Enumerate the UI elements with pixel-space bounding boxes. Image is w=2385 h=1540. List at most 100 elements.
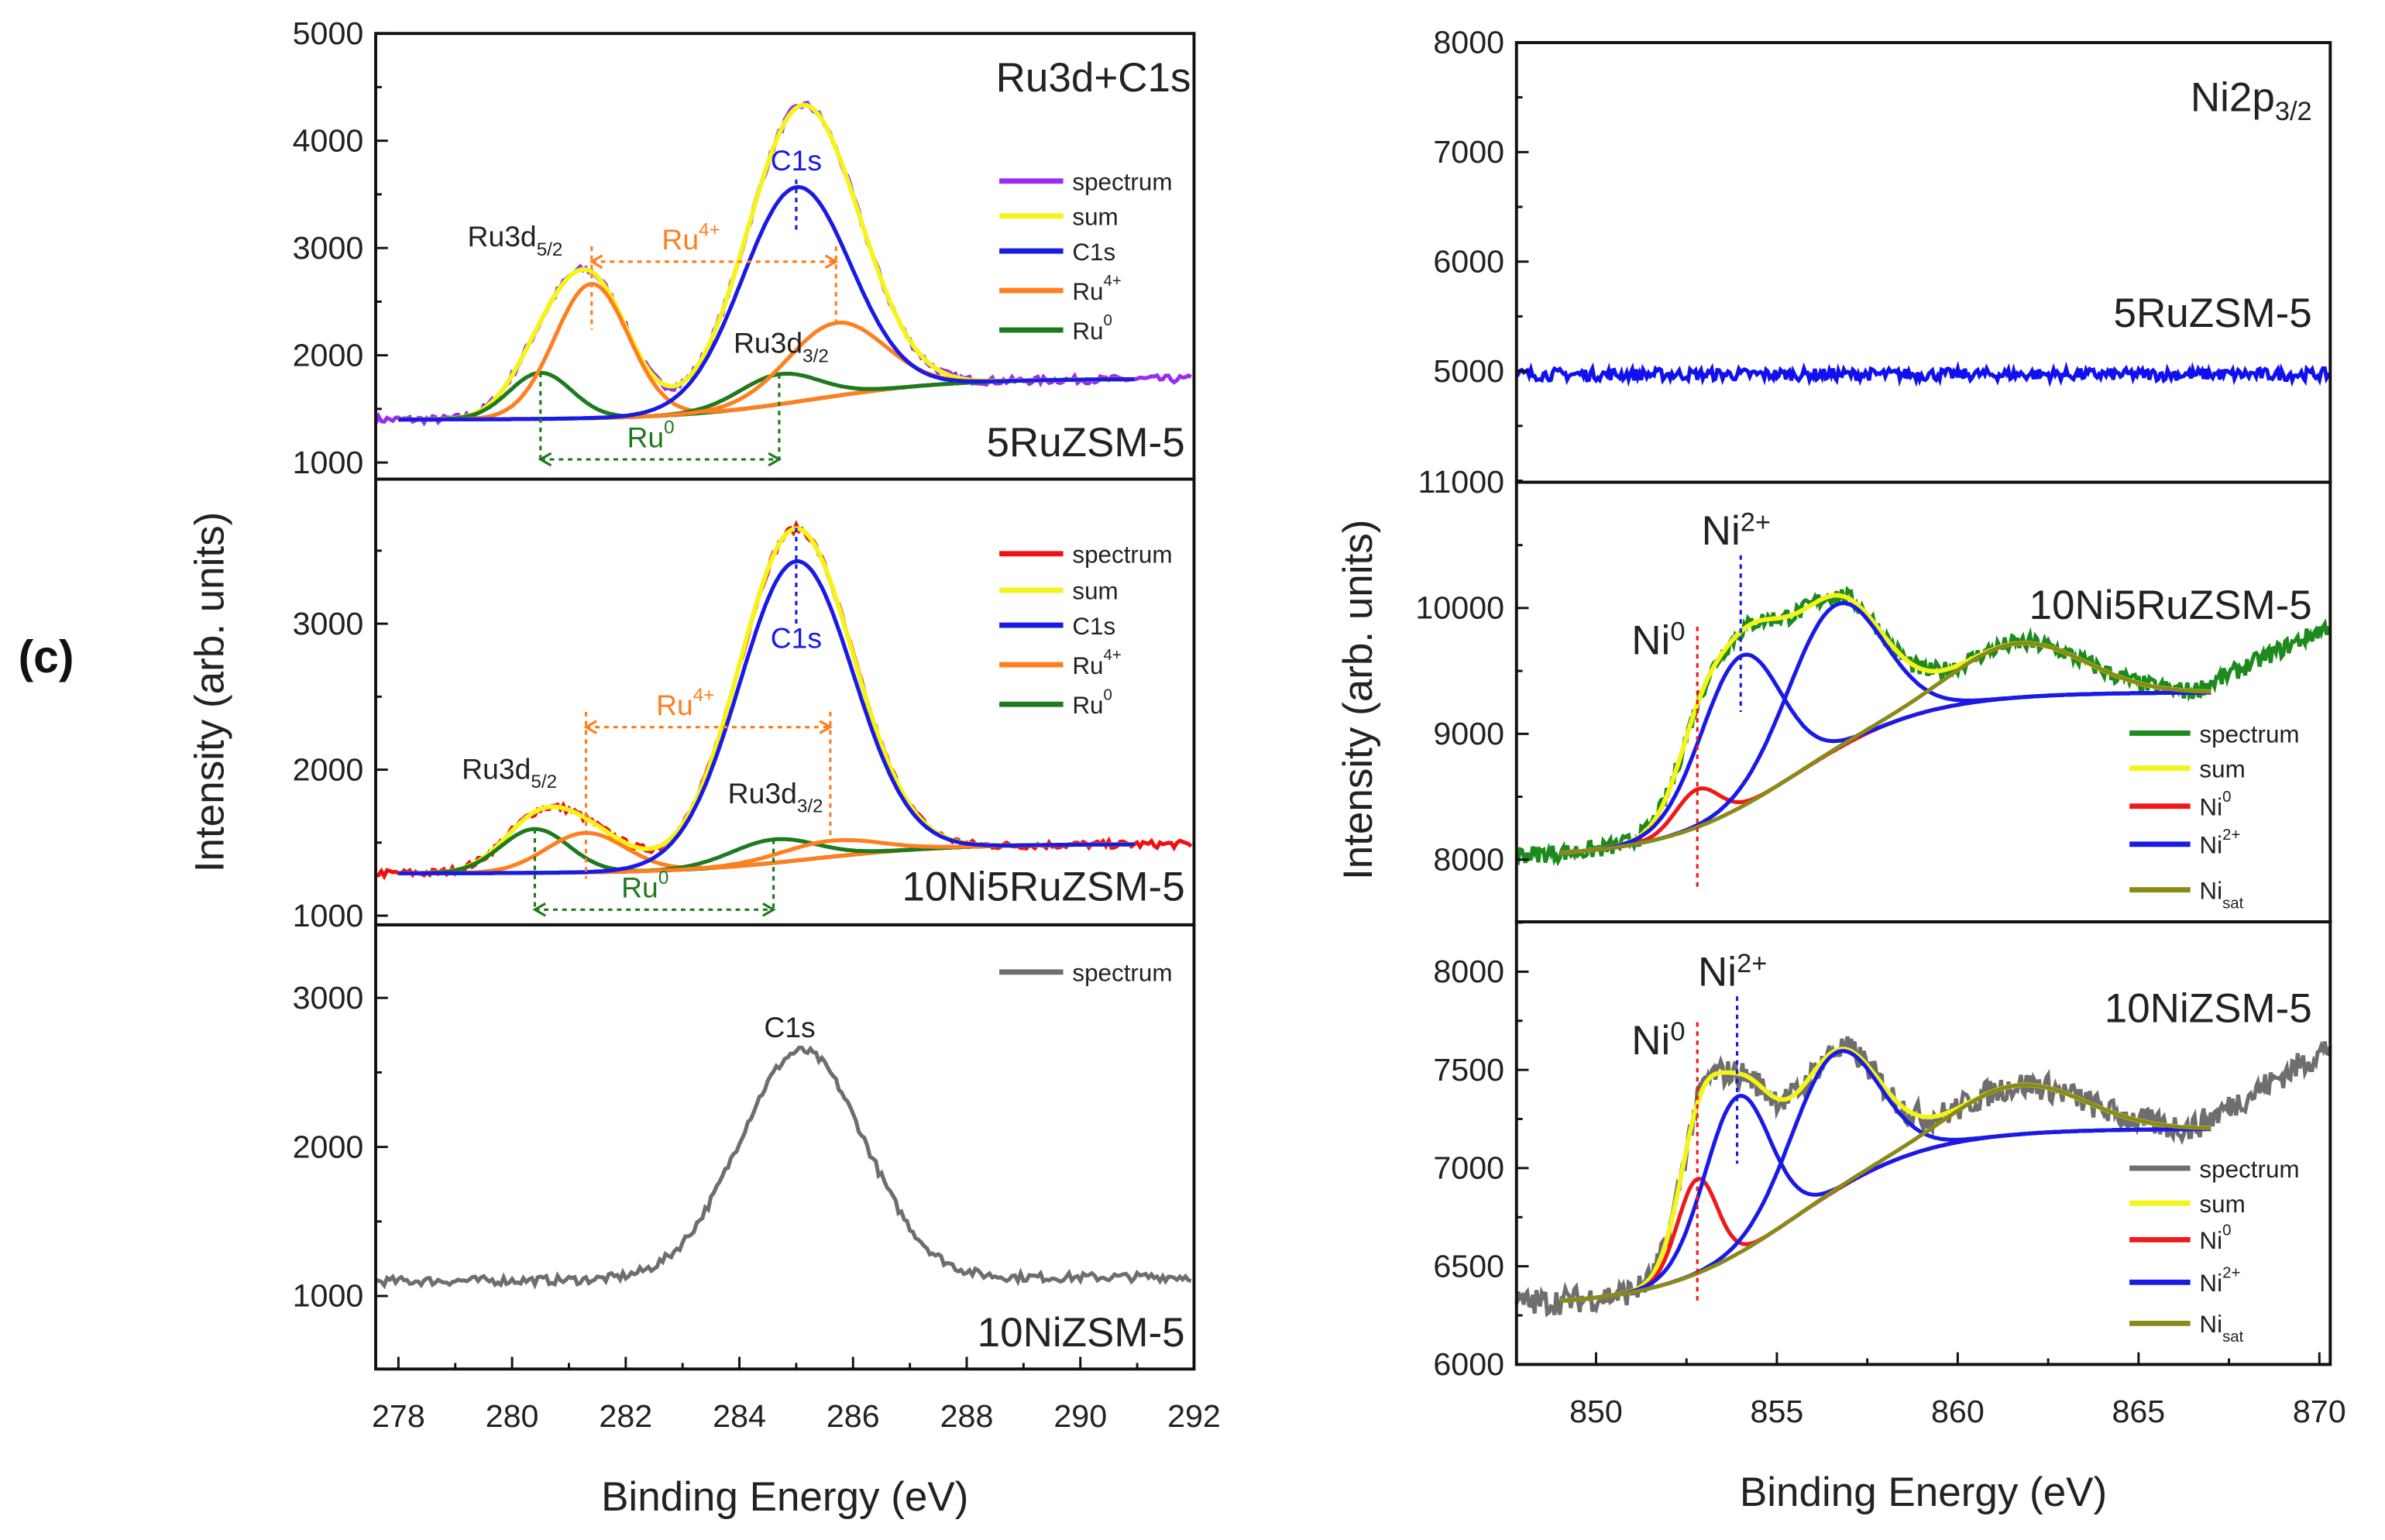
panel-10NiZSM-5-right: 6000 6500 7000 7500 8000 850 855 860 865 870 Bindi…: [1433, 920, 2346, 1515]
superscript: 0: [2222, 789, 2231, 806]
y-tick-label: 3000: [293, 606, 364, 641]
x-tick-label: 284: [713, 1398, 766, 1434]
superscript: 0: [2222, 1222, 2231, 1239]
arrow-head: [589, 254, 839, 269]
y-tick-label: 2000: [293, 1129, 364, 1164]
label-text: Ni: [2199, 1311, 2222, 1338]
annotation-ru0: Ru0: [627, 418, 674, 454]
legend-entry: Nisat: [2199, 878, 2243, 913]
legend-entry: spectrum: [2199, 720, 2299, 748]
y-tick-label: 7000: [1433, 134, 1504, 170]
y-tick-label: 11000: [1418, 464, 1504, 500]
panel-10NiZSM-5-left: 1000 2000 3000 278 280 282 284 286 288 290 292 Bind…: [293, 923, 1221, 1520]
panel-title: Ni2p3/2: [2191, 74, 2312, 126]
legend-entry: Ru0: [1072, 312, 1112, 345]
label-text: Ru: [656, 689, 693, 721]
y-tick-label: 8000: [1433, 841, 1504, 877]
label-text: Ru3d: [734, 327, 802, 359]
y-tick-label: 8000: [1433, 954, 1504, 989]
legend-entry: Ru0: [1072, 686, 1112, 719]
sample-label: 10NiZSM-5: [978, 1310, 1185, 1356]
y-tick-label: 5000: [1433, 353, 1504, 389]
x-tick-label: 860: [1931, 1394, 1985, 1429]
y-tick-label: 6000: [1433, 1346, 1504, 1382]
y-tick-label: 1000: [293, 1278, 364, 1314]
superscript: 2+: [2222, 1264, 2240, 1281]
superscript: 0: [1670, 1017, 1685, 1047]
x-tick-label: 288: [940, 1398, 994, 1434]
superscript: 0: [664, 418, 675, 438]
panel-5RuZSM-5-left: 1000 2000 3000 4000 5000 Intensity (arb. unit…: [187, 15, 1196, 872]
superscript: 2+: [2222, 827, 2240, 844]
annotation-ru4: Ru4+: [656, 685, 714, 721]
annotation-ni0: Ni0: [1631, 1017, 1685, 1064]
legend-entry: Ni0: [2199, 789, 2231, 821]
label-text: C1s: [764, 1011, 815, 1043]
label-text: spectrum: [1072, 960, 1172, 987]
annotation-ru3d32: Ru3d3/2: [728, 777, 823, 817]
sample-label: 5RuZSM-5: [2114, 290, 2312, 336]
superscript: 2+: [1737, 949, 1767, 978]
label-text: Ru3d: [462, 752, 531, 785]
sample-label: 10Ni5RuZSM-5: [2029, 583, 2312, 628]
component-C1s-line: [398, 184, 1135, 422]
component-Nisat-line: [1559, 641, 2211, 855]
y-tick-label: 5000: [293, 15, 364, 51]
legend-entry: sum: [2199, 1191, 2245, 1218]
spectrum-line: [375, 1045, 1192, 1290]
annotation-ru3d52: Ru3d5/2: [462, 752, 557, 792]
annotation-ni0: Ni0: [1631, 617, 1685, 664]
label-text: Ni: [2199, 878, 2222, 905]
label-text: sum: [1072, 204, 1118, 231]
label-text: C1s: [771, 144, 822, 177]
superscript: 0: [1104, 686, 1112, 703]
subscript: 5/2: [537, 239, 563, 260]
label-text: Ni: [1698, 949, 1737, 995]
annotation-ni2: Ni2+: [1702, 507, 1771, 554]
annotation-c1s: C1s: [764, 1011, 815, 1043]
legend-entry: Ni0: [2199, 1222, 2231, 1254]
label-text: Ni: [2199, 1227, 2222, 1254]
x-axis-label: Binding Energy (eV): [1740, 1470, 2107, 1515]
label-text: Ni: [1631, 617, 1670, 663]
label-text: Ni2p: [2191, 74, 2275, 120]
y-tick-label: 6000: [1433, 243, 1504, 279]
legend-entry: Ni2+: [2199, 1264, 2240, 1297]
sample-label: 10NiZSM-5: [2105, 986, 2312, 1032]
label-text: spectrum: [2199, 1156, 2299, 1183]
legend-entry: Ru4+: [1072, 273, 1121, 305]
spectrum-line: [1514, 360, 2332, 387]
panel-10Ni5RuZSM-5-right: 8000 9000 10000 11000 10Ni5RuZSM-5 spectrum su…: [1415, 464, 2332, 923]
x-tick-label: 282: [599, 1398, 652, 1434]
x-tick-label: 292: [1167, 1398, 1221, 1434]
subscript: 3/2: [2275, 97, 2312, 126]
superscript: 0: [1670, 617, 1685, 647]
sum-line: [1559, 1047, 2211, 1304]
label-text: Ru: [1072, 278, 1103, 305]
label-text: Ru: [1072, 652, 1103, 679]
legend-entry: spectrum: [2199, 1156, 2299, 1183]
legend-entry: spectrum: [1072, 168, 1172, 195]
label-text: Ru: [1072, 318, 1103, 345]
x-tick-label: 865: [2112, 1394, 2165, 1429]
label-text: spectrum: [2199, 720, 2299, 748]
label-text: C1s: [1072, 613, 1115, 640]
label-text: Ru3d: [728, 777, 797, 810]
label-text: C1s: [771, 622, 822, 655]
figure-label: (c): [19, 632, 74, 682]
annotation-ru4: Ru4+: [662, 219, 720, 256]
label-text: spectrum: [1072, 168, 1172, 195]
arrow-head: [532, 902, 776, 917]
y-axis-label: Intensity (arb. units): [187, 512, 233, 872]
y-tick-label: 6500: [1433, 1248, 1504, 1284]
y-tick-label: 8000: [1433, 25, 1504, 60]
superscript: 4+: [693, 685, 715, 706]
label-text: Ru: [621, 871, 658, 904]
annotation-c1s: C1s: [771, 622, 822, 655]
legend-entry: sum: [2199, 755, 2245, 782]
y-tick-label: 3000: [293, 980, 364, 1016]
y-axis-label: Intensity (arb. units): [1335, 520, 1381, 880]
label-text: Ni: [1631, 1018, 1670, 1064]
y-tick-label: 2000: [293, 337, 364, 373]
label-text: Ru3d+C1s: [996, 55, 1191, 101]
